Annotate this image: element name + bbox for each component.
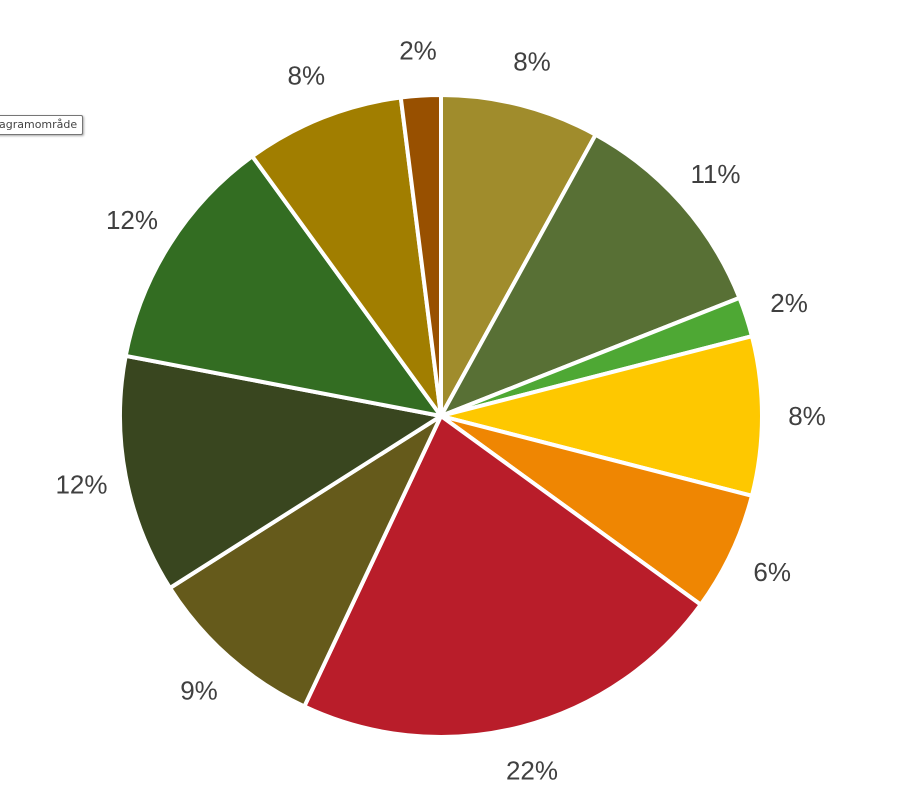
pie-slice-1[interactable] <box>439 93 598 418</box>
pie-slice-4[interactable] <box>439 334 764 498</box>
data-label-4: 8% <box>788 401 826 431</box>
pie-slice-5[interactable] <box>439 414 754 607</box>
data-label-2: 11% <box>690 159 740 189</box>
pie-slice-9[interactable] <box>123 154 443 418</box>
data-label-7: 9% <box>180 676 218 706</box>
data-label-3: 2% <box>770 288 808 318</box>
data-label-6: 22% <box>506 756 558 786</box>
data-label-11: 2% <box>399 36 437 66</box>
data-label-10: 8% <box>288 61 326 91</box>
pie-slice-10[interactable] <box>250 95 443 418</box>
data-label-9: 12% <box>106 205 158 235</box>
pie-slice-11[interactable] <box>398 93 443 418</box>
data-label-1: 8% <box>513 47 551 77</box>
pie-slice-7[interactable] <box>167 414 443 709</box>
pie-slices <box>118 93 764 739</box>
data-label-5: 6% <box>753 557 791 587</box>
chart-area-tooltip: agramområde <box>0 115 84 135</box>
data-label-8: 12% <box>55 470 107 500</box>
pie-slice-8[interactable] <box>118 353 443 590</box>
pie-slice-2[interactable] <box>439 132 742 418</box>
pie-labels: 8% 11% 2% 8% 6% 22% 9% 12% 12% 8% 2% <box>55 36 825 786</box>
